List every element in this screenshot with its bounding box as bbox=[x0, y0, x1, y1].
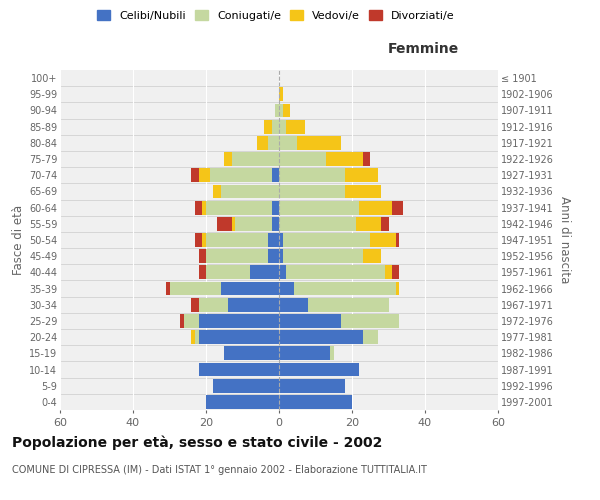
Text: COMUNE DI CIPRESSA (IM) - Dati ISTAT 1° gennaio 2002 - Elaborazione TUTTITALIA.I: COMUNE DI CIPRESSA (IM) - Dati ISTAT 1° … bbox=[12, 465, 427, 475]
Bar bbox=[279, 168, 344, 182]
Bar bbox=[396, 282, 400, 296]
Bar bbox=[224, 152, 232, 166]
Bar bbox=[250, 266, 279, 280]
Bar bbox=[279, 136, 297, 149]
Bar bbox=[279, 152, 326, 166]
Bar bbox=[279, 362, 359, 376]
Bar bbox=[191, 330, 195, 344]
Bar bbox=[279, 282, 293, 296]
Bar bbox=[199, 168, 209, 182]
Bar bbox=[279, 314, 341, 328]
Bar bbox=[202, 200, 206, 214]
Bar bbox=[279, 104, 283, 118]
Bar bbox=[286, 120, 305, 134]
Bar bbox=[221, 184, 279, 198]
Bar bbox=[268, 136, 279, 149]
Bar bbox=[199, 266, 206, 280]
Bar bbox=[283, 250, 363, 263]
Y-axis label: Anni di nascita: Anni di nascita bbox=[558, 196, 571, 284]
Bar bbox=[326, 152, 363, 166]
Bar bbox=[181, 314, 184, 328]
Bar bbox=[279, 266, 286, 280]
Bar bbox=[297, 136, 341, 149]
Bar bbox=[272, 168, 279, 182]
Bar bbox=[232, 152, 279, 166]
Bar bbox=[279, 200, 359, 214]
Bar bbox=[272, 200, 279, 214]
Bar bbox=[344, 184, 381, 198]
Bar bbox=[199, 330, 279, 344]
Bar bbox=[191, 168, 199, 182]
Bar bbox=[272, 217, 279, 230]
Bar bbox=[363, 330, 377, 344]
Bar bbox=[206, 266, 250, 280]
Bar bbox=[341, 314, 400, 328]
Bar bbox=[199, 314, 279, 328]
Bar bbox=[221, 282, 279, 296]
Bar bbox=[199, 362, 279, 376]
Bar bbox=[275, 104, 279, 118]
Bar bbox=[184, 314, 199, 328]
Bar bbox=[195, 233, 202, 247]
Bar bbox=[257, 136, 268, 149]
Bar bbox=[308, 298, 389, 312]
Text: Femmine: Femmine bbox=[388, 42, 459, 56]
Bar bbox=[272, 120, 279, 134]
Bar bbox=[206, 250, 268, 263]
Bar bbox=[265, 120, 272, 134]
Bar bbox=[268, 233, 279, 247]
Bar bbox=[279, 395, 352, 409]
Bar bbox=[363, 250, 381, 263]
Bar bbox=[195, 200, 202, 214]
Bar bbox=[202, 233, 206, 247]
Bar bbox=[279, 88, 283, 101]
Bar bbox=[279, 379, 344, 392]
Bar bbox=[363, 152, 370, 166]
Bar bbox=[228, 298, 279, 312]
Bar bbox=[279, 217, 356, 230]
Bar bbox=[392, 266, 400, 280]
Bar bbox=[195, 330, 199, 344]
Bar bbox=[293, 282, 396, 296]
Legend: Celibi/Nubili, Coniugati/e, Vedovi/e, Divorziati/e: Celibi/Nubili, Coniugati/e, Vedovi/e, Di… bbox=[95, 8, 457, 24]
Bar bbox=[356, 217, 381, 230]
Bar bbox=[199, 298, 228, 312]
Bar bbox=[283, 104, 290, 118]
Bar bbox=[170, 282, 221, 296]
Bar bbox=[279, 298, 308, 312]
Bar bbox=[206, 200, 272, 214]
Bar bbox=[268, 250, 279, 263]
Bar bbox=[330, 346, 334, 360]
Bar bbox=[191, 298, 199, 312]
Bar bbox=[217, 217, 232, 230]
Bar bbox=[232, 217, 235, 230]
Bar bbox=[206, 233, 268, 247]
Bar bbox=[381, 217, 389, 230]
Bar bbox=[279, 250, 283, 263]
Bar bbox=[396, 233, 400, 247]
Bar bbox=[279, 346, 330, 360]
Bar bbox=[359, 200, 392, 214]
Bar bbox=[166, 282, 170, 296]
Bar bbox=[214, 184, 221, 198]
Bar bbox=[370, 233, 396, 247]
Bar bbox=[199, 250, 206, 263]
Bar bbox=[283, 233, 370, 247]
Bar bbox=[392, 200, 403, 214]
Bar bbox=[385, 266, 392, 280]
Bar bbox=[279, 120, 286, 134]
Bar bbox=[206, 395, 279, 409]
Bar bbox=[214, 379, 279, 392]
Y-axis label: Fasce di età: Fasce di età bbox=[11, 205, 25, 275]
Bar bbox=[279, 330, 363, 344]
Bar bbox=[279, 184, 344, 198]
Bar bbox=[279, 233, 283, 247]
Bar bbox=[235, 217, 272, 230]
Bar bbox=[286, 266, 385, 280]
Text: Popolazione per età, sesso e stato civile - 2002: Popolazione per età, sesso e stato civil… bbox=[12, 435, 382, 450]
Bar bbox=[209, 168, 272, 182]
Bar bbox=[224, 346, 279, 360]
Bar bbox=[344, 168, 377, 182]
